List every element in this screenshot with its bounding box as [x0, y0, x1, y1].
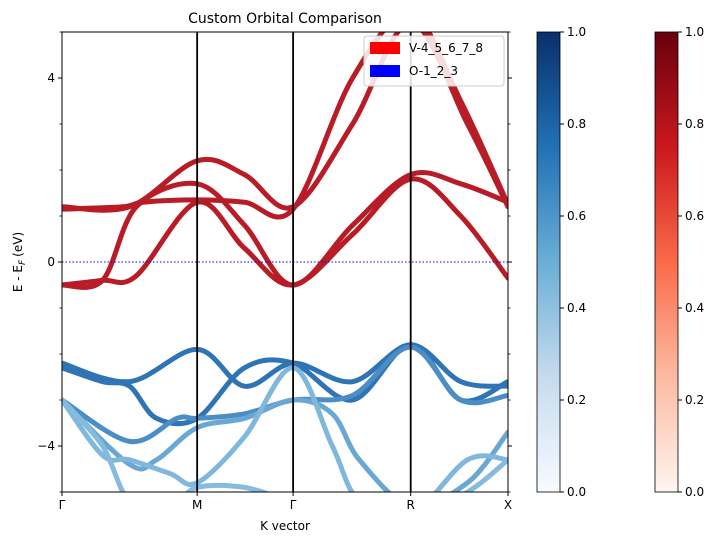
colorbar-reds-tick-label-2: 0.4: [685, 301, 704, 315]
x-tick-label-1: M: [192, 498, 202, 512]
x-tick-label-2: Γ: [290, 498, 297, 512]
band-o-8: [62, 365, 508, 492]
legend-swatch-o: [370, 65, 400, 77]
colorbar-reds-gradient: [654, 31, 679, 493]
colorbar-reds-tick-label-4: 0.8: [685, 117, 704, 131]
y-tick-label-1: 0: [47, 255, 55, 269]
colorbar-reds-tick-label-3: 0.6: [685, 209, 704, 223]
colorbar-blues-tick-label-0: 0.0: [567, 485, 586, 499]
band-v-0: [62, 32, 508, 213]
x-axis-label: K vector: [260, 519, 310, 533]
colorbar-blues: 0.0 0.2 0.4 0.6 0.8 1.0: [536, 25, 586, 499]
band-o-5: [62, 342, 508, 427]
plot-area: Γ M Γ R X 4 0 −4: [37, 31, 512, 512]
legend-swatch-v: [370, 42, 400, 54]
colorbar-blues-tick-label-2: 0.4: [567, 301, 586, 315]
colorbar-reds-tick-label-5: 1.0: [685, 25, 704, 39]
chart-title: Custom Orbital Comparison: [188, 11, 382, 27]
legend-label-v: V-4_5_6_7_8: [409, 41, 483, 55]
band-v-2: [62, 169, 508, 290]
colorbar-blues-tick-label-4: 0.8: [567, 117, 586, 131]
legend: V-4_5_6_7_8 O-1_2_3: [363, 35, 505, 87]
colorbar-reds: 0.0 0.2 0.4 0.6 0.8 1.0: [654, 25, 704, 499]
colorbar-blues-gradient: [536, 31, 561, 493]
colorbar-blues-tick-label-1: 0.2: [567, 393, 586, 407]
colorbar-blues-tick-label-3: 0.6: [567, 209, 586, 223]
x-tick-label-4: X: [504, 498, 512, 512]
colorbar-blues-tick-label-5: 1.0: [567, 25, 586, 39]
colorbar-reds-tick-label-1: 0.2: [685, 393, 704, 407]
x-tick-label-0: Γ: [59, 498, 66, 512]
x-tick-label-3: R: [407, 498, 415, 512]
colorbar-reds-tick-label-0: 0.0: [685, 485, 704, 499]
y-tick-label-0: 4: [47, 71, 55, 85]
band-v-3: [62, 176, 508, 288]
y-axis-label: E - EF(eV): [11, 232, 28, 292]
y-tick-label-2: −4: [37, 439, 55, 453]
legend-label-o: O-1_2_3: [409, 64, 458, 78]
band-o-9: [62, 397, 508, 492]
